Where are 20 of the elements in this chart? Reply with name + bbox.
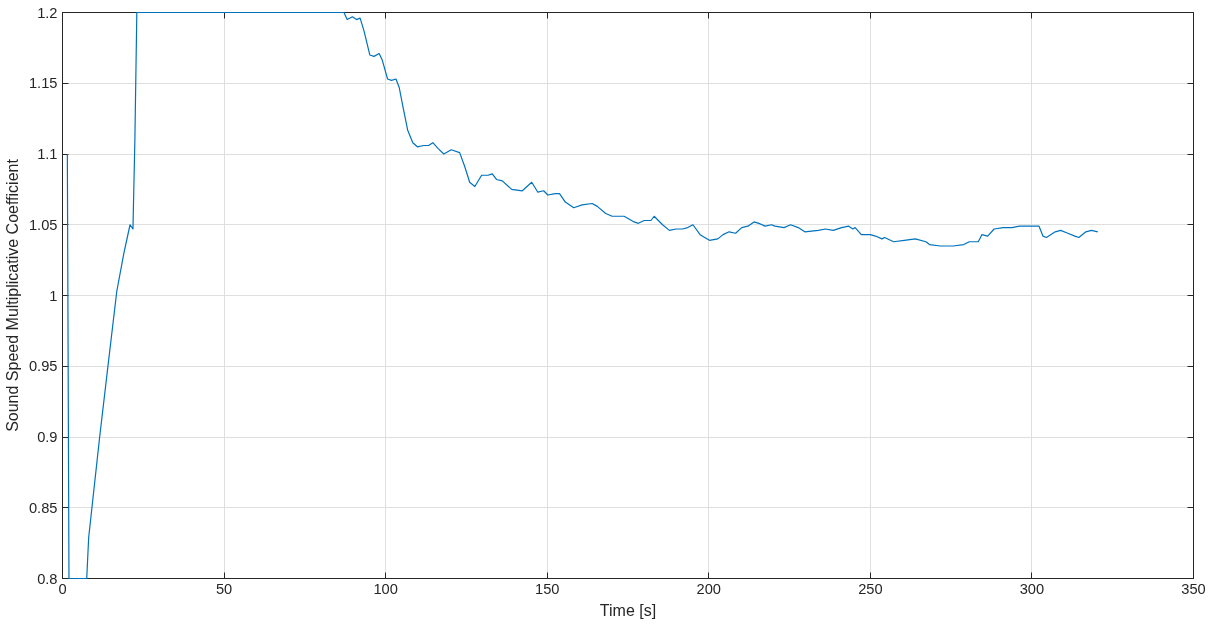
y-tick-label: 1.1 — [37, 146, 58, 162]
x-tick-label: 150 — [534, 580, 560, 597]
y-axis-title: Sound Speed Multiplicative Coefficient — [3, 158, 21, 432]
y-tick-label: 1.05 — [28, 216, 58, 233]
y-tick-label: 0.85 — [28, 499, 58, 516]
x-tick-label: 50 — [215, 580, 233, 597]
x-tick-label: 200 — [696, 580, 722, 597]
line-series — [66, 11, 1099, 580]
y-tick-label: 0.9 — [37, 429, 58, 445]
y-tick-label: 1 — [49, 287, 58, 304]
x-axis-title: Time [s] — [599, 601, 657, 619]
y-tick-label: 0.95 — [28, 358, 58, 375]
x-tick-label: 350 — [1181, 580, 1206, 597]
y-tick-label: 1.2 — [37, 4, 58, 21]
x-tick-label: 250 — [858, 580, 883, 597]
y-tick-label: 0.8 — [37, 570, 58, 587]
x-tick-label: 100 — [373, 580, 398, 597]
x-tick-label: 0 — [58, 580, 67, 597]
y-tick-label: 1.15 — [28, 75, 58, 92]
x-tick-label: 300 — [1019, 580, 1045, 597]
